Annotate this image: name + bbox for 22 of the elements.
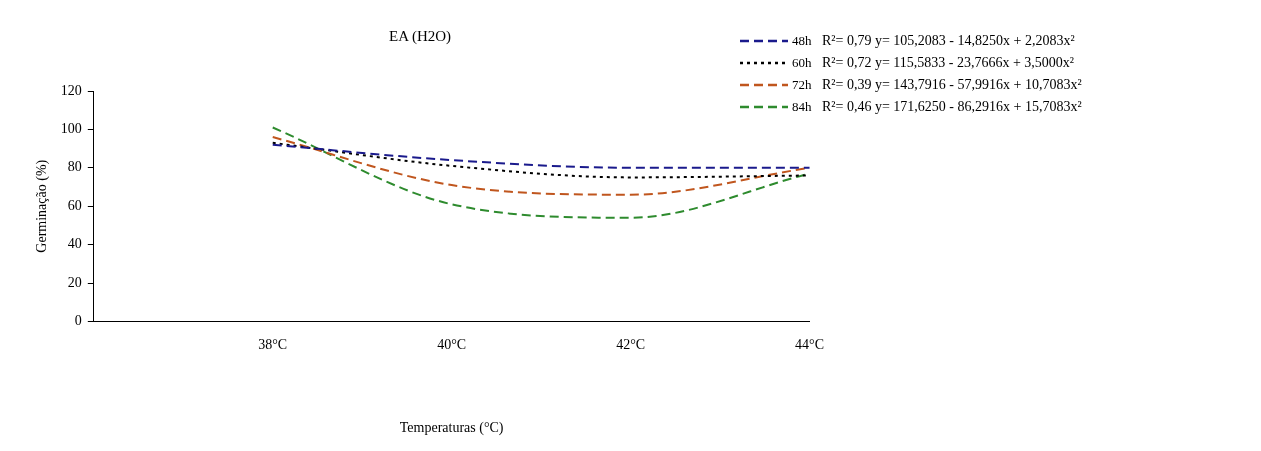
text: R²= 0,46 y= 171,6250 - 86,2916x + 15,7083x² bbox=[822, 99, 1082, 115]
text: R²= 0,72 y= 115,5833 - 23,7666x + 3,5000x² bbox=[822, 55, 1075, 71]
text: R²= 0,39 y= 143,7916 - 57,9916x + 10,7083x² bbox=[822, 77, 1082, 93]
y-tick-label: 80 bbox=[67, 159, 82, 175]
x-tick-label: 40°C bbox=[437, 337, 467, 353]
y-axis-title: Germinação (%) bbox=[34, 159, 51, 253]
legend-label: 84h bbox=[792, 99, 813, 115]
y-tick-label: 40 bbox=[67, 236, 82, 252]
y-tick-label: 0 bbox=[74, 313, 82, 329]
x-tick-label: 42°C bbox=[616, 337, 646, 353]
legend-label: 72h bbox=[792, 77, 813, 93]
legend-label: 60h bbox=[792, 55, 813, 71]
y-tick-label: 20 bbox=[67, 274, 82, 290]
chart-title: EA (H2O) bbox=[388, 27, 452, 45]
legend-label: 48h bbox=[792, 33, 813, 49]
y-tick-label: 60 bbox=[67, 197, 82, 213]
x-tick-label: 44°C bbox=[795, 337, 824, 353]
y-tick-label: 120 bbox=[60, 82, 82, 98]
x-tick-label: 38°C bbox=[258, 337, 288, 353]
y-tick-label: 100 bbox=[60, 121, 82, 137]
text: R²= 0,79 y= 105,2083 - 14,8250x + 2,2083x² bbox=[822, 33, 1075, 49]
x-axis-title: Temperaturas (°C) bbox=[399, 420, 504, 437]
